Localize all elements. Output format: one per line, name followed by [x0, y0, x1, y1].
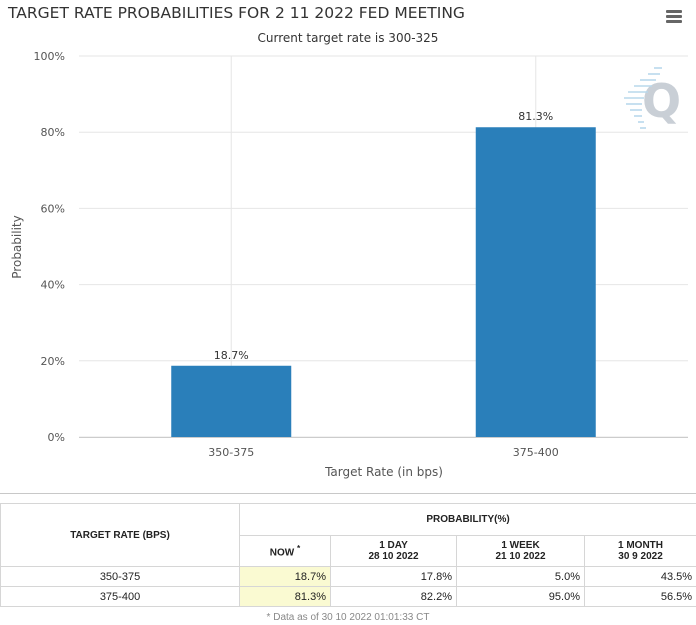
col-1month-date: 30 9 2022 [618, 551, 663, 562]
table-row: 350-375 18.7% 17.8% 5.0% 43.5% [0, 566, 696, 587]
data-label: 81.3% [518, 110, 553, 123]
rate-cell: 350-375 [0, 566, 240, 587]
day-cell: 82.2% [330, 586, 457, 607]
probability-table: TARGET RATE (BPS) PROBABILITY(%) NOW * 1… [0, 503, 696, 607]
y-tick-label: 60% [41, 202, 65, 215]
week-cell: 5.0% [456, 566, 585, 587]
bar-375-400 [475, 127, 596, 437]
bar-350-375 [171, 365, 292, 437]
y-tick-label: 20% [41, 355, 65, 368]
x-tick-label: 350-375 [208, 446, 254, 459]
x-axis-title: Target Rate (in bps) [324, 465, 443, 479]
y-axis-title: Probability [10, 215, 24, 278]
y-tick-label: 100% [34, 50, 65, 63]
bars: 18.7% 81.3% [171, 110, 596, 437]
chart-title: TARGET RATE PROBABILITIES FOR 2 11 2022 … [8, 4, 465, 22]
hamburger-menu-icon[interactable] [666, 10, 682, 24]
col-1month-label: 1 MONTH [618, 540, 664, 551]
probability-header: PROBABILITY(%) [238, 503, 696, 536]
chart-subtitle: Current target rate is 300-325 [257, 31, 439, 45]
col-1day-date: 28 10 2022 [368, 551, 419, 562]
col-1week-date: 21 10 2022 [495, 551, 546, 562]
target-rate-header: TARGET RATE (BPS) [0, 503, 240, 567]
y-tick-label: 0% [48, 431, 65, 444]
col-now-marker: * [296, 543, 301, 554]
data-timestamp-footnote: * Data as of 30 10 2022 01:01:33 CT [266, 612, 430, 623]
col-1day-header: 1 DAY 28 10 2022 [330, 535, 457, 567]
q-logo-icon: Q [624, 67, 681, 129]
col-1week-header: 1 WEEK 21 10 2022 [456, 535, 585, 567]
table-row: 375-400 81.3% 82.2% 95.0% 56.5% [0, 586, 696, 607]
rate-cell: 375-400 [0, 586, 240, 607]
y-tick-label: 40% [41, 279, 65, 292]
week-cell: 95.0% [456, 586, 585, 607]
col-now-label: NOW [269, 547, 295, 559]
month-cell: 43.5% [583, 566, 696, 587]
x-axis-ticks: 350-375 375-400 [208, 446, 558, 459]
svg-text:Q: Q [642, 74, 681, 128]
col-1day-label: 1 DAY [379, 540, 408, 551]
x-tick-label: 375-400 [513, 446, 559, 459]
month-cell: 56.5% [583, 586, 696, 607]
day-cell: 17.8% [330, 566, 457, 587]
now-cell: 81.3% [239, 586, 331, 607]
now-cell: 18.7% [239, 566, 331, 587]
col-now-header: NOW * [239, 535, 331, 567]
col-1week-label: 1 WEEK [501, 540, 540, 551]
col-1month-header: 1 MONTH 30 9 2022 [583, 535, 696, 567]
table-divider [0, 493, 696, 494]
gridlines [79, 55, 688, 438]
data-label: 18.7% [214, 349, 249, 362]
y-tick-label: 80% [41, 126, 65, 139]
y-axis-ticks: 0% 20% 40% 60% 80% 100% [34, 50, 65, 444]
bar-chart: 0% 20% 40% 60% 80% 100% 18.7% 81.3% 350-375 375… [10, 50, 688, 479]
